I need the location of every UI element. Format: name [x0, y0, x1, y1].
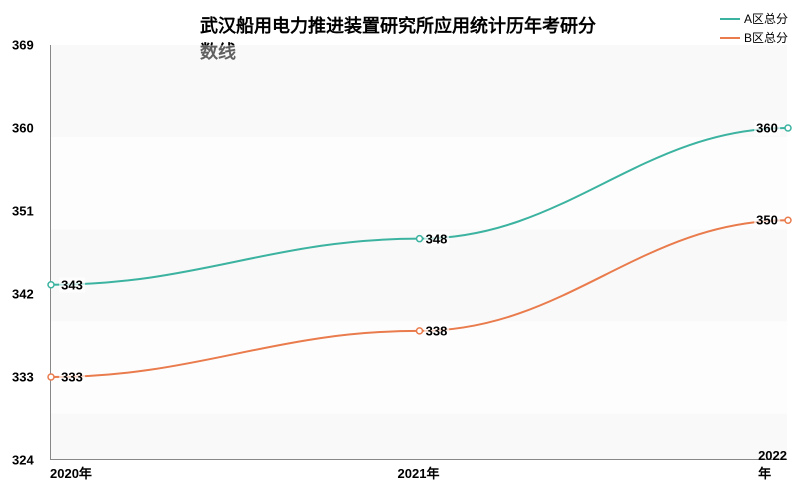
legend-item-a: A区总分 [720, 10, 788, 27]
data-label: 350 [754, 213, 780, 228]
legend-swatch-b [720, 37, 740, 39]
data-point [417, 236, 423, 242]
data-point [785, 217, 791, 223]
data-point [48, 282, 54, 288]
legend-label-b: B区总分 [744, 29, 788, 46]
y-tick-label: 351 [12, 204, 34, 219]
legend: A区总分 B区总分 [720, 10, 788, 48]
data-label: 348 [424, 231, 450, 246]
legend-item-b: B区总分 [720, 29, 788, 46]
x-tick-label: 2020年 [50, 463, 92, 482]
data-label: 343 [59, 277, 85, 292]
data-label: 333 [59, 370, 85, 385]
y-tick-label: 369 [12, 38, 34, 53]
data-label: 360 [754, 121, 780, 136]
data-label: 338 [424, 323, 450, 338]
series-line [51, 220, 788, 377]
series-line [51, 128, 788, 285]
y-tick-label: 342 [12, 287, 34, 302]
x-tick-label: 2021年 [398, 463, 440, 482]
chart-container: 武汉船用电力推进装置研究所应用统计历年考研分数线 A区总分 B区总分 32433… [0, 0, 800, 500]
data-point [785, 125, 791, 131]
y-tick-label: 333 [12, 370, 34, 385]
data-point [48, 374, 54, 380]
x-tick-label: 2022年 [758, 448, 787, 482]
y-tick-label: 360 [12, 121, 34, 136]
y-tick-label: 324 [12, 453, 34, 468]
data-point [417, 328, 423, 334]
legend-label-a: A区总分 [744, 10, 788, 27]
lines-svg [51, 45, 787, 459]
legend-swatch-a [720, 18, 740, 20]
plot-area [50, 45, 787, 460]
